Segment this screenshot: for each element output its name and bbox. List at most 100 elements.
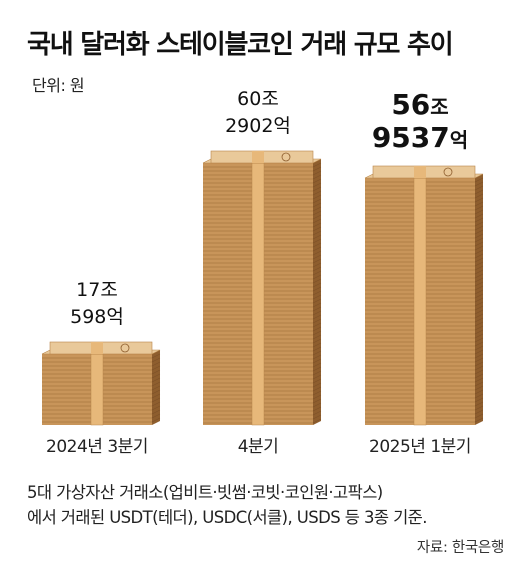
value-label-line1: 56조	[391, 88, 448, 121]
note-side-line	[474, 401, 484, 407]
note-side-line	[474, 197, 484, 203]
note-side-line	[474, 201, 484, 207]
unit-label: 단위: 원	[32, 76, 85, 95]
note-side-line	[312, 234, 322, 240]
note-seal	[120, 343, 130, 353]
category-label: 2024년 3분기	[46, 437, 148, 457]
footnote-line-1: 5대 가상자산 거래소(업비트·빗썸·코빗·코인원·고팍스)	[27, 483, 383, 502]
note-side-line	[151, 413, 161, 419]
note-side-line	[312, 382, 322, 388]
note-side-line	[151, 361, 161, 367]
note-side-line	[474, 205, 484, 211]
note-side-line	[312, 346, 322, 352]
note-side-line	[151, 365, 161, 371]
note-side-line	[474, 185, 484, 191]
top-band	[414, 166, 426, 178]
note-side-line	[312, 290, 322, 296]
note-side-line	[312, 306, 322, 312]
note-side-line	[474, 317, 484, 323]
note-seal	[443, 167, 453, 177]
note-side-line	[312, 206, 322, 212]
note-side-line	[474, 417, 484, 423]
note-side-line	[312, 326, 322, 332]
note-side-line	[312, 358, 322, 364]
footnote-line-2: 에서 거래된 USDT(테더), USDC(서클), USDS 등 3종 기준.	[27, 508, 427, 527]
note-side-line	[474, 293, 484, 299]
value-label-line1: 60조	[237, 88, 279, 110]
note-side-line	[474, 273, 484, 279]
bar-0	[41, 341, 161, 426]
note-side-line	[312, 174, 322, 180]
note-side-line	[151, 353, 161, 359]
bar-2	[364, 165, 484, 426]
note-side-line	[151, 405, 161, 411]
note-side-line	[474, 181, 484, 187]
note-side-line	[312, 394, 322, 400]
note-side-line	[474, 233, 484, 239]
note-side-line	[474, 389, 484, 395]
note-side-line	[312, 338, 322, 344]
note-side-line	[312, 194, 322, 200]
note-side-line	[151, 397, 161, 403]
note-side-line	[474, 245, 484, 251]
note-side-line	[474, 321, 484, 327]
bar-side	[313, 159, 321, 425]
note-side-line	[312, 278, 322, 284]
note-side-line	[474, 337, 484, 343]
note-side-line	[312, 270, 322, 276]
note-side-line	[474, 281, 484, 287]
note-side-line	[151, 385, 161, 391]
note-side-line	[312, 410, 322, 416]
note-side-line	[312, 218, 322, 224]
note-side-line	[474, 405, 484, 411]
note-side-line	[312, 402, 322, 408]
note-side-line	[312, 406, 322, 412]
note-side-line	[312, 322, 322, 328]
note-side-line	[151, 401, 161, 407]
note-side-line	[474, 365, 484, 371]
note-side-line	[474, 301, 484, 307]
note-side-line	[312, 386, 322, 392]
note-side-line	[312, 342, 322, 348]
note-side-line	[312, 310, 322, 316]
note-side-line	[312, 370, 322, 376]
note-side-line	[312, 186, 322, 192]
note-side-line	[151, 377, 161, 383]
note-side-line	[474, 249, 484, 255]
note-side-line	[312, 414, 322, 420]
note-side-line	[312, 214, 322, 220]
note-side-line	[151, 357, 161, 363]
note-side-line	[474, 229, 484, 235]
note-side-line	[312, 318, 322, 324]
note-side-line	[312, 198, 322, 204]
chart-title: 국내 달러화 스테이블코인 거래 규모 추이	[27, 30, 454, 60]
note-side-line	[312, 362, 322, 368]
value-label-line2: 9537억	[372, 121, 468, 154]
note-side-line	[312, 242, 322, 248]
note-side-line	[312, 374, 322, 380]
note-side-line	[312, 258, 322, 264]
labels-group: 2024년 3분기 17조 598억 4분기 60조 2902억 2025년 1분기 56조9…	[46, 88, 471, 457]
note-side-line	[474, 209, 484, 215]
note-side-line	[474, 325, 484, 331]
note-side-line	[312, 366, 322, 372]
note-side-line	[312, 254, 322, 260]
note-side-line	[474, 305, 484, 311]
note-side-line	[474, 189, 484, 195]
note-side-line	[312, 230, 322, 236]
note-side-line	[474, 349, 484, 355]
note-side-line	[312, 350, 322, 356]
top-band	[252, 151, 264, 163]
note-side-line	[474, 257, 484, 263]
note-side-line	[312, 250, 322, 256]
note-side-line	[312, 202, 322, 208]
note-side-line	[312, 226, 322, 232]
note-side-line	[312, 190, 322, 196]
note-side-line	[151, 409, 161, 415]
note-side-line	[474, 385, 484, 391]
note-side-line	[474, 265, 484, 271]
note-side-line	[474, 289, 484, 295]
note-side-line	[312, 378, 322, 384]
note-side-line	[151, 381, 161, 387]
note-side-line	[474, 353, 484, 359]
